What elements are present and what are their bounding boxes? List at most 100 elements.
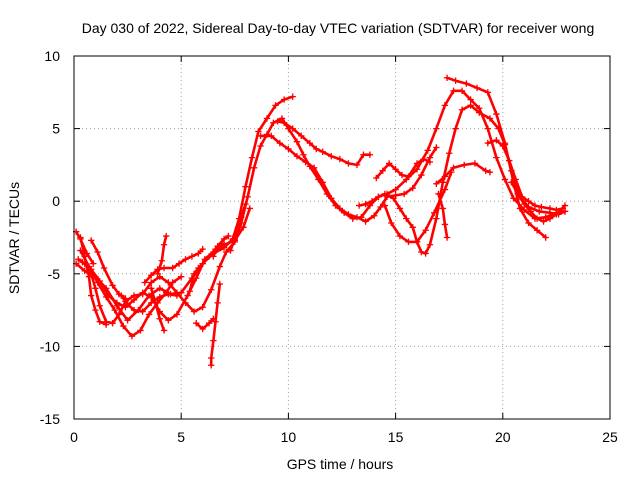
data-point — [452, 77, 459, 84]
data-point — [199, 303, 206, 311]
data-point — [396, 205, 404, 212]
data-point — [92, 306, 99, 314]
data-point — [92, 285, 99, 292]
data-point — [422, 227, 429, 234]
data-point — [160, 327, 168, 334]
data-point — [476, 109, 483, 116]
y-axis-label: SDTVAR / TECUs — [6, 182, 22, 294]
data-point — [446, 150, 453, 157]
data-point — [506, 157, 513, 164]
data-point — [514, 190, 522, 198]
y-tick-label: -5 — [48, 266, 61, 282]
data-point — [435, 190, 442, 198]
series-line — [143, 247, 204, 284]
data-point — [293, 138, 301, 145]
data-point — [124, 317, 131, 324]
data-point — [521, 200, 528, 208]
data-point — [473, 84, 481, 92]
data-point — [173, 311, 181, 318]
data-point — [90, 260, 97, 267]
data-point — [117, 292, 125, 299]
series-line — [194, 317, 215, 331]
data-point — [433, 180, 440, 187]
x-tick-label: 10 — [281, 429, 297, 445]
series-line — [81, 207, 252, 322]
data-point — [220, 235, 228, 243]
data-point — [212, 318, 219, 325]
data-point — [471, 160, 479, 167]
data-point — [336, 205, 344, 212]
data-point — [257, 132, 264, 140]
data-point — [248, 154, 256, 161]
data-point — [242, 200, 249, 208]
data-point — [433, 215, 440, 222]
data-point — [385, 160, 393, 167]
data-point — [512, 176, 519, 183]
x-tick-label: 20 — [495, 429, 511, 445]
data-point — [398, 171, 406, 179]
data-point — [263, 115, 271, 122]
data-point — [531, 202, 539, 209]
data-point — [467, 96, 474, 103]
data-point — [418, 248, 425, 256]
data-point — [102, 321, 110, 328]
data-point — [208, 286, 215, 293]
plot-frame — [73, 55, 611, 420]
series-track-19 — [433, 160, 494, 187]
data-point — [96, 277, 103, 285]
series-track-12 — [208, 280, 223, 369]
data-point — [124, 301, 131, 308]
series-track-1 — [72, 93, 296, 324]
series-track-14 — [227, 200, 249, 254]
data-point — [306, 139, 314, 147]
data-point — [366, 151, 374, 158]
data-point — [235, 224, 243, 231]
data-point — [310, 164, 318, 172]
data-point — [390, 195, 397, 202]
data-point — [289, 93, 296, 100]
data-point — [362, 218, 369, 225]
data-point — [139, 289, 146, 296]
series-line — [89, 239, 127, 300]
data-point — [160, 241, 168, 248]
data-point — [360, 151, 367, 158]
data-point — [199, 325, 206, 333]
series-track-21 — [435, 190, 451, 241]
grid — [74, 56, 610, 419]
data-point — [199, 245, 206, 253]
data-point — [403, 215, 410, 222]
y-tick-label: 10 — [44, 48, 60, 64]
data-point — [441, 173, 449, 180]
data-point — [115, 311, 123, 318]
data-point — [214, 243, 221, 250]
data-point — [409, 184, 416, 192]
data-point — [336, 155, 344, 163]
data-point — [280, 119, 288, 126]
data-point — [328, 195, 335, 202]
data-point — [400, 190, 408, 198]
series-line — [74, 95, 294, 322]
series-line — [486, 138, 565, 212]
data-point — [443, 234, 451, 241]
data-point — [147, 285, 155, 292]
series-line — [212, 234, 230, 258]
data-point — [328, 152, 335, 160]
data-point — [313, 145, 320, 153]
tick-labels: 0 5 10 15 20 25 -15 -10 -5 0 5 10 — [40, 48, 618, 445]
data-point — [278, 115, 286, 122]
data-point — [208, 362, 215, 369]
x-tick-label: 5 — [177, 429, 185, 445]
data-point — [533, 215, 541, 222]
data-point — [105, 292, 112, 299]
data-point — [160, 264, 168, 272]
series-track-17 — [355, 102, 569, 257]
data-point — [141, 279, 148, 286]
data-point — [210, 337, 217, 344]
data-point — [377, 203, 384, 211]
data-point — [244, 193, 251, 201]
data-point — [85, 273, 93, 280]
x-axis-label: GPS time / hours — [287, 456, 394, 472]
data-point — [413, 238, 421, 246]
data-point — [553, 211, 560, 218]
